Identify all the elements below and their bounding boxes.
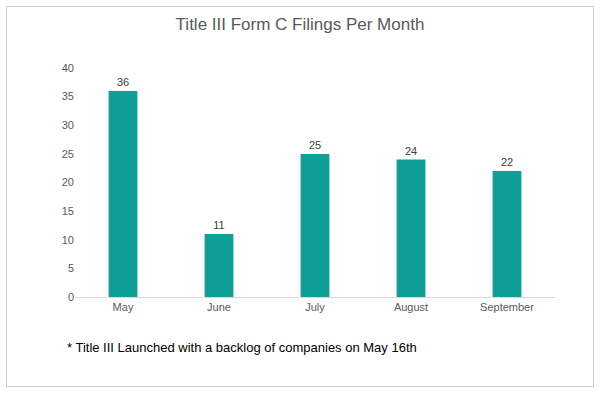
svg-text:40: 40	[62, 62, 74, 74]
svg-text:36: 36	[117, 76, 129, 88]
svg-text:25: 25	[62, 148, 74, 160]
svg-text:May: May	[113, 301, 134, 313]
svg-text:* Title III Launched with a ba: * Title III Launched with a backlog of c…	[67, 340, 417, 355]
svg-text:11: 11	[213, 219, 224, 231]
svg-text:15: 15	[62, 205, 74, 217]
svg-text:5: 5	[68, 262, 74, 274]
svg-text:July: July	[305, 301, 325, 313]
svg-text:Title III Form C Filings Per M: Title III Form C Filings Per Month	[176, 15, 425, 34]
svg-text:22: 22	[501, 156, 513, 168]
svg-text:35: 35	[62, 90, 74, 102]
svg-text:20: 20	[62, 176, 74, 188]
svg-text:June: June	[207, 301, 231, 313]
svg-text:30: 30	[62, 119, 74, 131]
svg-text:August: August	[394, 301, 428, 313]
svg-text:25: 25	[309, 139, 321, 151]
svg-text:10: 10	[62, 234, 74, 246]
svg-text:24: 24	[405, 145, 417, 157]
svg-text:0: 0	[68, 291, 74, 303]
svg-text:September: September	[480, 301, 534, 313]
